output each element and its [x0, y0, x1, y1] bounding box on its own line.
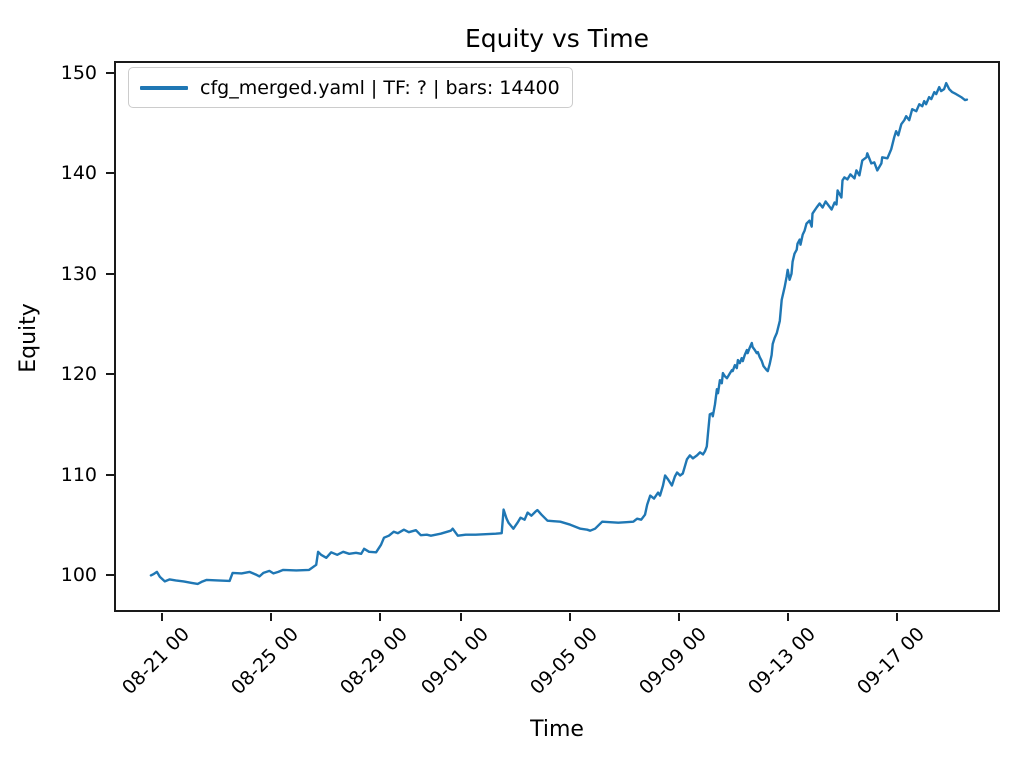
y-tick-label: 120	[60, 363, 97, 385]
x-axis-label: Time	[530, 717, 584, 742]
x-tick-label: 08-25 00	[226, 623, 303, 699]
y-tick-mark	[106, 172, 114, 174]
y-tick-mark	[106, 474, 114, 476]
legend-label: cfg_merged.yaml | TF: ? | bars: 14400	[200, 76, 560, 99]
x-tick-mark	[896, 613, 898, 621]
equity-line	[149, 81, 969, 586]
x-tick-label: 09-01 00	[416, 623, 493, 699]
y-tick-label: 140	[60, 162, 97, 184]
x-tick-mark	[787, 613, 789, 621]
y-tick-mark	[106, 574, 114, 576]
plot-area	[114, 61, 1000, 612]
y-tick-mark	[106, 373, 114, 375]
x-tick-label: 09-09 00	[634, 623, 711, 699]
legend-line-swatch	[140, 85, 188, 90]
x-tick-mark	[678, 613, 680, 621]
x-tick-label: 09-13 00	[743, 623, 820, 699]
x-tick-mark	[379, 613, 381, 621]
x-tick-mark	[569, 613, 571, 621]
x-tick-label: 08-21 00	[117, 623, 194, 699]
y-tick-label: 150	[60, 62, 97, 84]
x-tick-mark	[460, 613, 462, 621]
plot-canvas	[149, 81, 969, 586]
y-tick-label: 130	[60, 263, 97, 285]
x-tick-mark	[270, 613, 272, 621]
x-tick-label: 09-05 00	[525, 623, 602, 699]
chart-title: Equity vs Time	[465, 24, 649, 53]
x-tick-label: 08-29 00	[335, 623, 412, 699]
y-tick-mark	[106, 273, 114, 275]
y-tick-label: 110	[60, 464, 97, 486]
y-tick-label: 100	[60, 564, 97, 586]
x-tick-mark	[161, 613, 163, 621]
legend: cfg_merged.yaml | TF: ? | bars: 14400	[128, 67, 573, 108]
y-tick-mark	[106, 72, 114, 74]
x-tick-label: 09-17 00	[852, 623, 929, 699]
